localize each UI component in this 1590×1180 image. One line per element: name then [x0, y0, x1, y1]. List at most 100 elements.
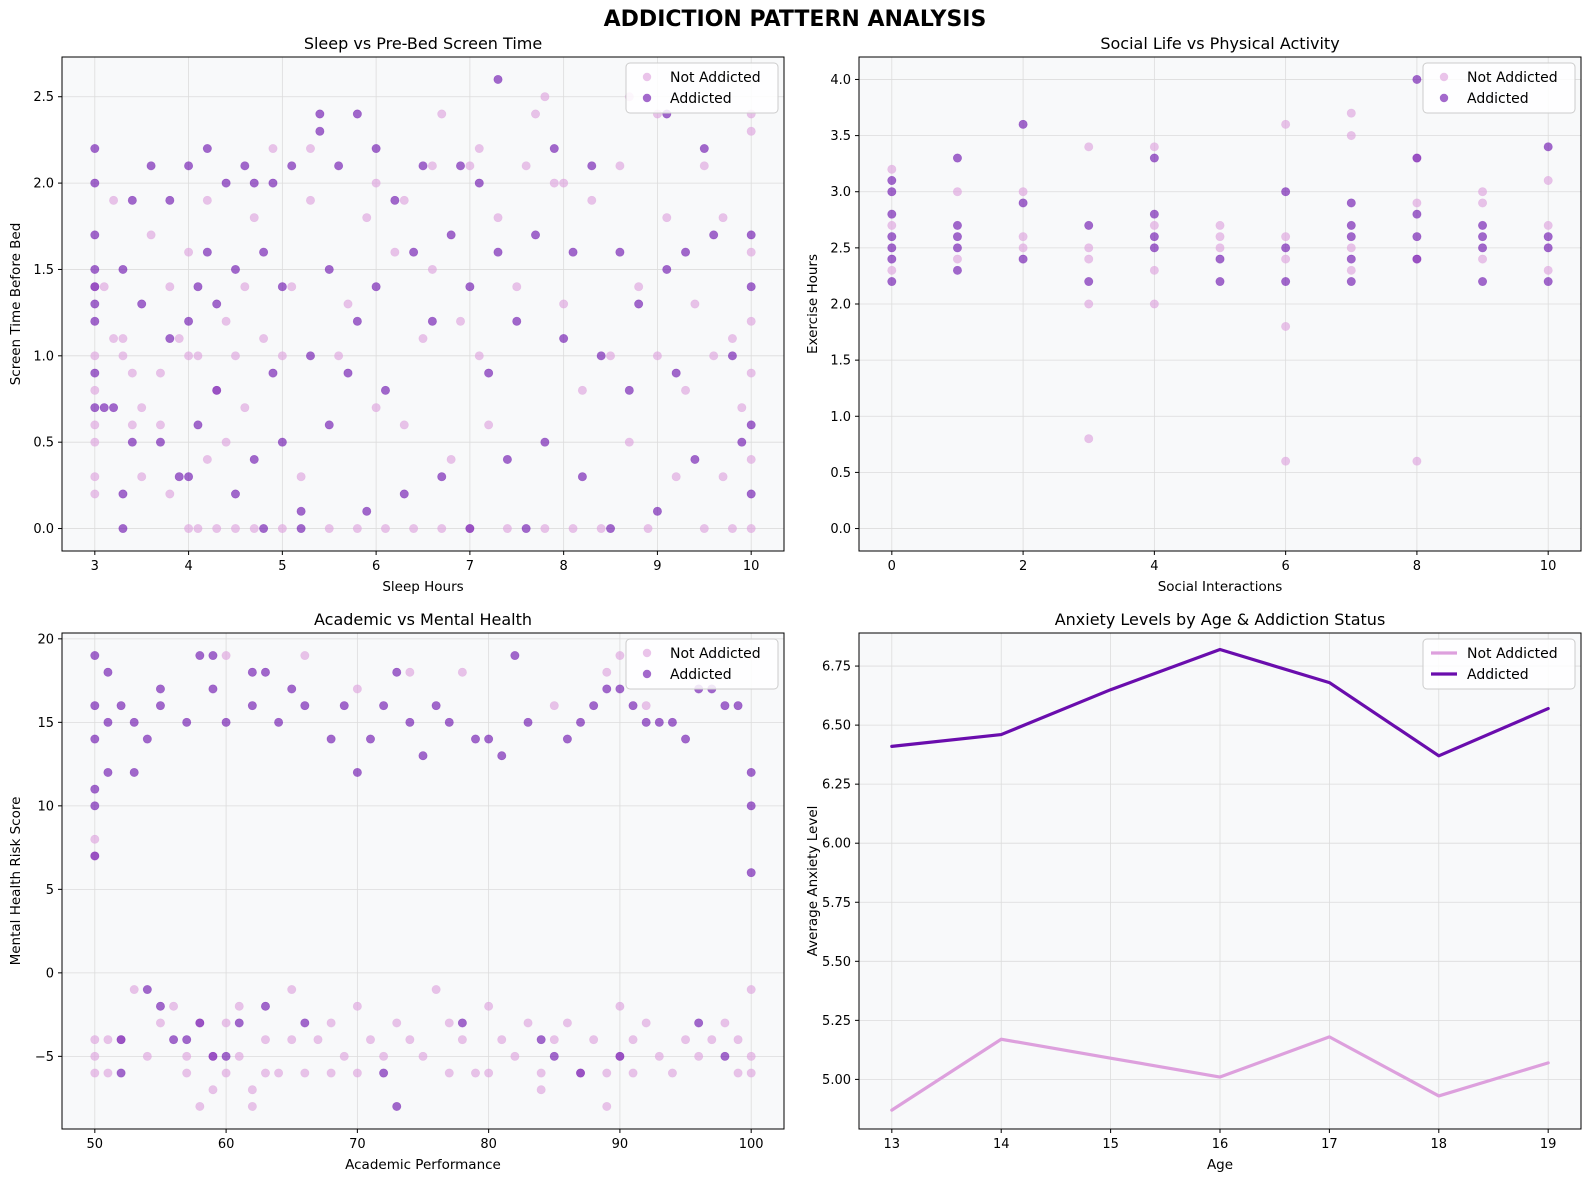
scatter-point-not-addicted	[1478, 254, 1488, 264]
scatter-point-addicted	[184, 316, 194, 326]
scatter-point-addicted	[155, 684, 165, 694]
scatter-point-not-addicted	[690, 299, 700, 309]
scatter-point-addicted	[116, 1068, 126, 1078]
scatter-point-addicted	[277, 437, 287, 447]
scatter-point-addicted	[596, 351, 606, 361]
scatter-point-not-addicted	[184, 247, 194, 257]
x-tick-label: 10	[743, 559, 760, 574]
scatter-point-addicted	[142, 734, 152, 744]
scatter-point-addicted	[380, 385, 390, 395]
scatter-point-not-addicted	[699, 524, 709, 534]
x-tick-label: 0	[888, 559, 896, 574]
scatter-point-addicted	[694, 1018, 704, 1028]
legend-swatch-not-addicted	[1439, 72, 1449, 82]
x-tick-label: 8	[1413, 559, 1421, 574]
scatter-point-addicted	[1543, 142, 1553, 152]
scatter-point-not-addicted	[1346, 265, 1356, 275]
scatter-point-not-addicted	[497, 1035, 507, 1045]
scatter-point-addicted	[182, 1035, 192, 1045]
scatter-point-not-addicted	[90, 385, 100, 395]
scatter-point-not-addicted	[887, 220, 897, 230]
scatter-point-not-addicted	[405, 667, 415, 677]
scatter-point-addicted	[521, 524, 531, 534]
scatter-point-not-addicted	[90, 472, 100, 482]
y-tick-label: −5	[35, 1050, 54, 1065]
scatter-point-addicted	[952, 153, 962, 163]
scatter-point-not-addicted	[1149, 220, 1159, 230]
legend-swatch-addicted	[642, 669, 652, 679]
scatter-point-not-addicted	[90, 1068, 100, 1078]
scatter-point-not-addicted	[287, 282, 297, 292]
scatter-point-addicted	[1412, 153, 1422, 163]
scatter-point-addicted	[300, 701, 310, 711]
legend-swatch-not-addicted	[642, 648, 652, 658]
scatter-point-addicted	[559, 334, 569, 344]
scatter-point-not-addicted	[392, 1018, 402, 1028]
scatter-point-not-addicted	[277, 351, 287, 361]
scatter-point-not-addicted	[240, 282, 250, 292]
y-tick-label: 1.5	[33, 263, 54, 278]
scatter-point-not-addicted	[444, 1068, 454, 1078]
x-tick-label: 19	[1540, 1137, 1557, 1152]
x-tick-label: 4	[1150, 559, 1158, 574]
x-tick-label: 90	[612, 1137, 629, 1152]
y-tick-label: 1.0	[33, 349, 54, 364]
scatter-point-addicted	[129, 767, 139, 777]
scatter-point-not-addicted	[326, 1018, 336, 1028]
scatter-point-not-addicted	[326, 1068, 336, 1078]
scatter-point-addicted	[606, 524, 616, 534]
scatter-point-not-addicted	[746, 454, 756, 464]
scatter-point-not-addicted	[1543, 265, 1553, 275]
scatter-point-addicted	[952, 232, 962, 242]
x-tick-label: 6	[372, 559, 380, 574]
scatter-point-not-addicted	[127, 420, 137, 430]
scatter-point-not-addicted	[1018, 187, 1028, 197]
scatter-point-not-addicted	[615, 1001, 625, 1011]
scatter-point-not-addicted	[221, 651, 231, 661]
scatter-point-addicted	[268, 178, 278, 188]
scatter-point-addicted	[699, 144, 709, 154]
scatter-point-not-addicted	[399, 420, 409, 430]
scatter-point-addicted	[1543, 232, 1553, 242]
scatter-point-not-addicted	[727, 524, 737, 534]
scatter-point-addicted	[184, 161, 194, 171]
scatter-point-addicted	[952, 265, 962, 275]
scatter-point-not-addicted	[456, 316, 466, 326]
scatter-point-addicted	[418, 751, 428, 761]
scatter-point-addicted	[602, 684, 612, 694]
scatter-point-addicted	[662, 264, 672, 274]
scatter-point-addicted	[628, 701, 638, 711]
scatter-point-not-addicted	[90, 1035, 100, 1045]
scatter-point-addicted	[589, 701, 599, 711]
scatter-point-not-addicted	[409, 524, 419, 534]
legend-box	[1422, 62, 1576, 114]
scatter-point-addicted	[1346, 254, 1356, 264]
scatter-point-not-addicted	[212, 524, 222, 534]
scatter-point-addicted	[709, 230, 719, 240]
scatter-point-addicted	[90, 801, 100, 811]
data-layer	[90, 74, 756, 534]
scatter-point-not-addicted	[129, 985, 139, 995]
scatter-point-addicted	[1018, 119, 1028, 129]
scatter-point-addicted	[746, 420, 756, 430]
scatter-point-not-addicted	[699, 161, 709, 171]
scatter-point-not-addicted	[484, 1001, 494, 1011]
scatter-point-addicted	[90, 282, 100, 292]
scatter-point-addicted	[240, 161, 250, 171]
scatter-point-addicted	[1478, 243, 1488, 253]
y-tick-label: 1.5	[830, 354, 851, 369]
legend-label-not-addicted: Not Addicted	[1467, 70, 1558, 86]
scatter-point-not-addicted	[247, 1101, 257, 1111]
scatter-point-not-addicted	[641, 1018, 651, 1028]
scatter-point-addicted	[277, 282, 287, 292]
scatter-point-addicted	[577, 472, 587, 482]
scatter-point-not-addicted	[240, 403, 250, 413]
scatter-point-addicted	[746, 489, 756, 499]
scatter-point-addicted	[1412, 74, 1422, 84]
y-tick-label: 5.50	[822, 955, 851, 970]
legend: Not Addicted Addicted	[1422, 638, 1576, 690]
scatter-point-addicted	[727, 351, 737, 361]
scatter-point-not-addicted	[418, 1051, 428, 1061]
x-tick-label: 70	[349, 1137, 366, 1152]
y-tick-label: 0.5	[830, 466, 851, 481]
